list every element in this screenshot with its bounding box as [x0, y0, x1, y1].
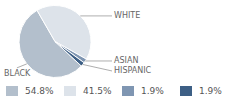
svg-text:ASIAN: ASIAN	[114, 56, 138, 65]
svg-text:BLACK: BLACK	[4, 69, 31, 78]
svg-text:1.9%: 1.9%	[199, 86, 222, 96]
svg-text:HISPANIC: HISPANIC	[114, 66, 152, 75]
svg-text:WHITE: WHITE	[114, 11, 140, 20]
svg-text:1.9%: 1.9%	[141, 86, 164, 96]
svg-text:54.8%: 54.8%	[25, 86, 54, 96]
svg-text:41.5%: 41.5%	[83, 86, 112, 96]
